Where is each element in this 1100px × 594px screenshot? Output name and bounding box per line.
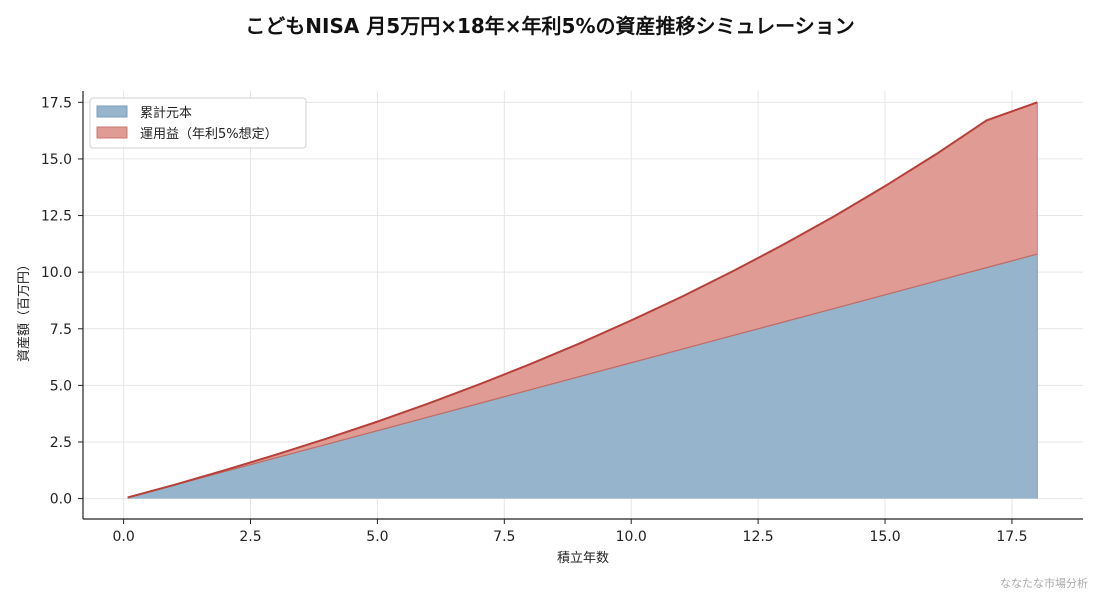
chart-title: こどもNISA 月5万円×18年×年利5%の資産推移シミュレーション [245,14,854,38]
legend-swatch [96,105,128,118]
area-investment-gains [127,102,1038,498]
x-tick-label: 10.0 [616,529,647,545]
y-tick-label: 2.5 [50,435,72,451]
x-tick-label: 17.5 [996,529,1027,545]
y-tick-label: 10.0 [41,265,72,281]
legend-label: 運用益（年利5%想定） [140,126,278,142]
x-tick-label: 2.5 [239,529,261,545]
watermark: ななたな市場分析 [1000,576,1088,590]
plot-areas [127,101,1038,499]
x-tick-label: 5.0 [366,529,388,545]
x-axis-label: 積立年数 [557,551,609,566]
y-tick-label: 5.0 [50,378,72,394]
y-tick-label: 17.5 [41,95,72,111]
axes [82,91,1083,520]
total-asset-line [127,101,1038,499]
x-tick-label: 12.5 [743,529,774,545]
legend-swatch [96,126,128,139]
tick-labels: 0.0 2.5 5.0 7.5 10.0 12.5 15.0 17.5 0.0 2.5 5.0 7.5… [41,95,1028,545]
legend-box [89,97,307,149]
y-tick-label: 12.5 [41,209,72,225]
y-tick-label: 15.0 [41,152,72,168]
x-tick-label: 15.0 [869,529,900,545]
principal-line [127,253,1038,499]
y-tick-label: 0.0 [50,492,72,508]
y-tick-label: 7.5 [50,322,72,338]
legend-label: 累計元本 [140,105,192,121]
x-tick-label: 0.0 [112,529,134,545]
y-axis-label: 資産額（百万円） [16,258,32,362]
x-tick-label: 7.5 [493,529,515,545]
